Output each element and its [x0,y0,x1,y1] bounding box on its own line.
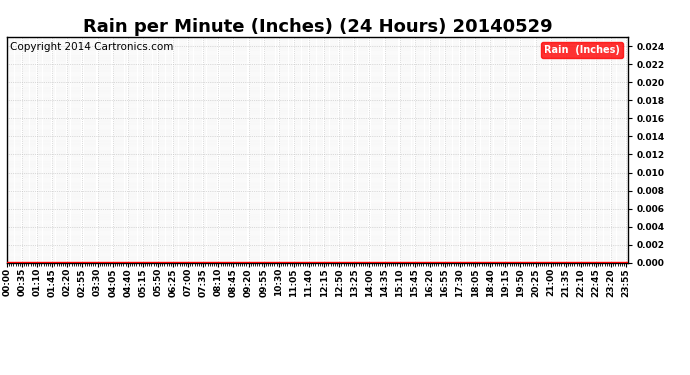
Text: Copyright 2014 Cartronics.com: Copyright 2014 Cartronics.com [10,42,173,52]
Legend: Rain  (Inches): Rain (Inches) [542,42,623,58]
Title: Rain per Minute (Inches) (24 Hours) 20140529: Rain per Minute (Inches) (24 Hours) 2014… [83,18,552,36]
